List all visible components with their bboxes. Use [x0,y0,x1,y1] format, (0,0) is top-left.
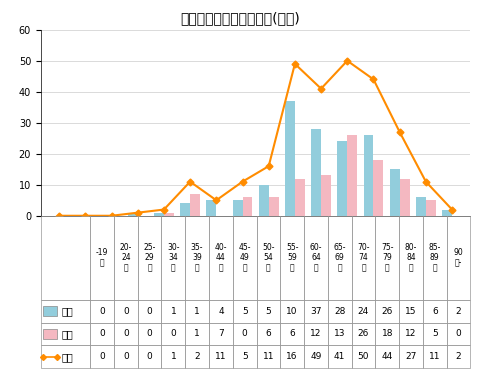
Bar [390,169,400,216]
Text: 45-
49
歳: 45- 49 歳 [239,243,251,273]
Text: -19
歳: -19 歳 [96,248,108,267]
Text: 4: 4 [218,307,224,315]
Text: 28: 28 [334,307,346,315]
Text: 0: 0 [170,330,176,339]
Text: 26: 26 [358,330,369,339]
Text: 27: 27 [405,352,417,361]
Text: 0: 0 [99,307,105,315]
Bar [426,200,436,216]
Text: 2: 2 [194,352,200,361]
Text: 6: 6 [432,307,438,315]
Text: 5: 5 [265,307,271,315]
Text: 1: 1 [194,307,200,315]
Text: 6: 6 [265,330,271,339]
Text: 男性: 男性 [61,306,73,316]
Text: 20-
24
歳: 20- 24 歳 [120,243,132,273]
Text: 40-
44
歳: 40- 44 歳 [215,243,227,273]
Text: 37: 37 [310,307,322,315]
Text: 65-
69
歳: 65- 69 歳 [334,243,346,273]
Text: 30-
34
歳: 30- 34 歳 [167,243,180,273]
Text: 2: 2 [456,307,461,315]
Bar [164,213,174,216]
Bar [416,197,426,216]
Bar [190,194,200,216]
Bar [285,101,295,216]
Text: 5: 5 [242,307,248,315]
Text: 80-
84
歳: 80- 84 歳 [405,243,417,273]
Text: 18: 18 [382,330,393,339]
Text: 女性: 女性 [61,329,73,339]
Bar [337,141,348,216]
Text: 0: 0 [123,307,129,315]
Text: 0: 0 [99,352,105,361]
Text: 6: 6 [289,330,295,339]
Bar [400,179,409,216]
Text: 0: 0 [147,330,153,339]
Text: 15: 15 [405,307,417,315]
Text: 12: 12 [405,330,417,339]
Text: 49: 49 [310,352,322,361]
Text: 41: 41 [334,352,346,361]
Text: 1: 1 [194,330,200,339]
Text: 55-
59
歳: 55- 59 歳 [286,243,299,273]
Text: 11: 11 [429,352,441,361]
Text: 0: 0 [456,330,461,339]
Bar [269,197,279,216]
Text: 7: 7 [218,330,224,339]
Text: 12: 12 [310,330,322,339]
Text: 総計: 総計 [61,352,73,362]
Text: 2: 2 [456,352,461,361]
Text: 5: 5 [242,352,248,361]
Bar [442,209,452,216]
Bar [348,135,357,216]
Bar [232,200,242,216]
Text: 0: 0 [99,330,105,339]
Text: 10: 10 [287,307,298,315]
Bar [180,203,190,216]
Bar [363,135,373,216]
Text: 0: 0 [123,330,129,339]
Text: 60-
64
歳: 60- 64 歳 [310,243,322,273]
Bar [321,176,331,216]
Text: 25-
29
歳: 25- 29 歳 [144,243,156,273]
Text: 85-
89
歳: 85- 89 歳 [429,243,441,273]
Bar [311,129,321,216]
Bar [206,200,216,216]
Text: 0: 0 [242,330,248,339]
Text: 90
歳-: 90 歳- [454,248,463,267]
Bar [154,213,164,216]
Text: 0: 0 [123,352,129,361]
Text: 26: 26 [382,307,393,315]
Text: 70-
74
歳: 70- 74 歳 [357,243,370,273]
Text: 35-
39
歳: 35- 39 歳 [191,243,204,273]
Text: 50-
54
歳: 50- 54 歳 [262,243,275,273]
Bar [242,197,252,216]
Text: 16: 16 [287,352,298,361]
Text: 1: 1 [170,352,176,361]
Text: 11: 11 [263,352,274,361]
Text: 50: 50 [358,352,369,361]
Text: 1: 1 [170,307,176,315]
Text: 11: 11 [215,352,227,361]
Text: 5: 5 [432,330,438,339]
Text: 年齢階級別、性別登録数(大腸): 年齢階級別、性別登録数(大腸) [180,11,300,25]
Bar [373,160,384,216]
Text: 13: 13 [334,330,346,339]
Text: 0: 0 [147,307,153,315]
Text: 0: 0 [147,352,153,361]
Bar [295,179,305,216]
Text: 75-
79
歳: 75- 79 歳 [381,243,394,273]
Bar [259,185,269,216]
Text: 24: 24 [358,307,369,315]
Bar [128,213,138,216]
Text: 44: 44 [382,352,393,361]
